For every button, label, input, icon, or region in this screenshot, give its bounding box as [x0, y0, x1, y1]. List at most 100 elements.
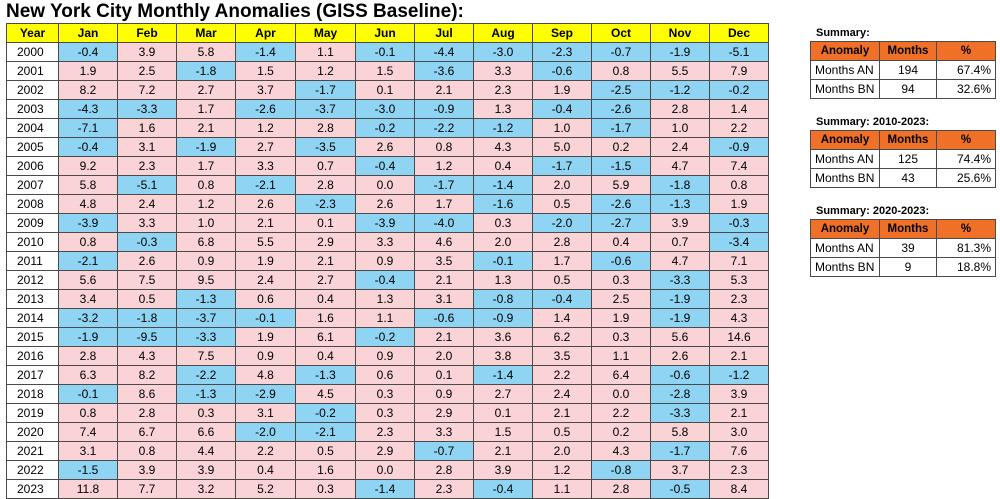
- anomaly-cell: 0.1: [473, 403, 533, 423]
- anomaly-cell: -0.7: [414, 441, 474, 461]
- anomaly-cell: 5.6: [58, 270, 118, 290]
- column-header-dec: Dec: [709, 23, 769, 43]
- anomaly-cell: 1.3: [355, 289, 415, 309]
- anomaly-cell: -5.1: [709, 42, 769, 62]
- year-cell: 2018: [6, 384, 59, 404]
- anomaly-cell: -0.9: [473, 308, 533, 328]
- anomaly-cell: 2.3: [117, 156, 177, 176]
- table-row: 2017 6.3 8.2 -2.2 4.8 -1.3 0.6 0.1 -1.4 2.2 6.4 -0.…: [6, 365, 769, 385]
- anomaly-cell: 3.1: [58, 441, 118, 461]
- year-cell: 2015: [6, 327, 59, 347]
- column-header-sep: Sep: [532, 23, 592, 43]
- column-header-aug: Aug: [473, 23, 533, 43]
- anomaly-cell: 5.8: [176, 42, 236, 62]
- anomaly-cell: 3.5: [414, 251, 474, 271]
- anomaly-cell: -1.7: [532, 156, 592, 176]
- anomaly-cell: -1.5: [58, 460, 118, 480]
- anomaly-cell: -3.3: [176, 327, 236, 347]
- anomaly-cell: -0.4: [532, 289, 592, 309]
- anomaly-cell: 2.2: [709, 118, 769, 138]
- anomaly-cell: 5.3: [709, 270, 769, 290]
- anomaly-cell: 6.3: [58, 365, 118, 385]
- anomaly-cell: 0.1: [355, 80, 415, 100]
- anomaly-cell: 3.9: [117, 460, 177, 480]
- anomaly-cell: 1.2: [532, 460, 592, 480]
- anomaly-cell: 2.1: [295, 251, 356, 271]
- anomaly-cell: 0.3: [176, 403, 236, 423]
- summary-table-2020-2023: Anomaly Months% Months AN 39 81.3% Months BN…: [810, 219, 996, 277]
- anomaly-cell: -2.2: [414, 118, 474, 138]
- anomaly-cell: 3.6: [473, 327, 533, 347]
- anomaly-cell: 3.7: [235, 80, 296, 100]
- anomaly-cell: 0.5: [295, 441, 356, 461]
- anomaly-cell: -1.5: [591, 156, 651, 176]
- anomaly-cell: 0.8: [414, 137, 474, 157]
- anomaly-cell: -2.6: [235, 99, 296, 119]
- anomaly-cell: 5.5: [235, 232, 296, 252]
- anomaly-cell: 3.5: [532, 346, 592, 366]
- anomaly-cell: 3.9: [473, 460, 533, 480]
- anomaly-cell: -3.7: [176, 308, 236, 328]
- summary-percent-cell: 81.3%: [936, 238, 996, 258]
- summary-table: Anomaly Months% Months AN 194 67.4% Months B…: [810, 41, 996, 99]
- anomaly-cell: -0.5: [650, 479, 710, 499]
- anomaly-cell: -1.3: [650, 194, 710, 214]
- anomaly-cell: 1.1: [591, 346, 651, 366]
- summary-column-header: Anomaly: [810, 219, 880, 239]
- column-header-jan: Jan: [58, 23, 118, 43]
- anomaly-cell: -1.7: [650, 441, 710, 461]
- anomaly-cell: -1.7: [295, 80, 356, 100]
- summary-row: Months BN 94 32.6%: [810, 79, 996, 99]
- summary-percent-cell: 18.8%: [936, 257, 996, 277]
- anomaly-cell: -0.2: [709, 80, 769, 100]
- column-header-feb: Feb: [117, 23, 177, 43]
- anomaly-cell: 7.5: [176, 346, 236, 366]
- anomaly-cell: 2.3: [709, 289, 769, 309]
- anomaly-cell: 0.9: [414, 384, 474, 404]
- summary-column-header: %: [936, 41, 996, 61]
- anomaly-cell: -4.0: [414, 213, 474, 233]
- anomaly-cell: 3.0: [709, 422, 769, 442]
- anomaly-cell: 5.6: [650, 327, 710, 347]
- anomaly-cell: 2.7: [176, 80, 236, 100]
- anomaly-cell: 9.5: [176, 270, 236, 290]
- year-cell: 2001: [6, 61, 59, 81]
- table-row: 2007 5.8 -5.1 0.8 -2.1 2.8 0.0 -1.7 -1.4 2.0 5.9 -1…: [6, 175, 769, 195]
- anomaly-cell: 0.5: [532, 270, 592, 290]
- anomaly-cell: 2.0: [414, 346, 474, 366]
- anomaly-cell: -3.6: [414, 61, 474, 81]
- anomaly-cell: 3.3: [473, 61, 533, 81]
- anomaly-cell: -1.6: [473, 194, 533, 214]
- anomaly-cell: 0.9: [235, 346, 296, 366]
- table-row: 2014 -3.2 -1.8 -3.7 -0.1 1.6 1.1 -0.6 -0.9 1.4 1.9…: [6, 308, 769, 328]
- anomaly-cell: 1.3: [473, 270, 533, 290]
- anomaly-cell: -3.9: [355, 213, 415, 233]
- anomaly-cell: 4.8: [58, 194, 118, 214]
- anomaly-cell: -1.3: [295, 365, 356, 385]
- anomaly-cell: 6.1: [295, 327, 356, 347]
- table-row: 2019 0.8 2.8 0.3 3.1 -0.2 0.3 2.9 0.1 2.1 2.2 -3.3 2…: [6, 403, 769, 423]
- anomaly-cell: -0.4: [473, 479, 533, 499]
- column-header-jul: Jul: [414, 23, 474, 43]
- anomaly-cell: 2.4: [532, 384, 592, 404]
- anomaly-cell: -1.9: [176, 137, 236, 157]
- anomaly-cell: 2.2: [235, 441, 296, 461]
- anomaly-cell: 3.3: [355, 232, 415, 252]
- table-row: 2006 9.2 2.3 1.7 3.3 0.7 -0.4 1.2 0.4 -1.7 -1.5 4.7…: [6, 156, 769, 176]
- anomaly-cell: 1.0: [532, 118, 592, 138]
- table-row: 2022 -1.5 3.9 3.9 0.4 1.6 0.0 2.8 3.9 1.2 -0.8 3.7 2…: [6, 460, 769, 480]
- anomaly-cell: -0.6: [591, 251, 651, 271]
- column-header-nov: Nov: [650, 23, 710, 43]
- column-header-apr: Apr: [235, 23, 296, 43]
- anomaly-cell: 5.0: [532, 137, 592, 157]
- anomaly-cell: 1.9: [532, 80, 592, 100]
- anomaly-cell: -0.6: [532, 61, 592, 81]
- anomaly-cell: 0.4: [235, 460, 296, 480]
- anomaly-cell: -1.9: [650, 308, 710, 328]
- summary-months-cell: 43: [879, 168, 937, 188]
- year-cell: 2006: [6, 156, 59, 176]
- anomaly-cell: -3.0: [473, 42, 533, 62]
- anomaly-cell: 7.9: [709, 61, 769, 81]
- anomaly-cell: -7.1: [58, 118, 118, 138]
- summary-label-cell: Months AN: [810, 60, 880, 80]
